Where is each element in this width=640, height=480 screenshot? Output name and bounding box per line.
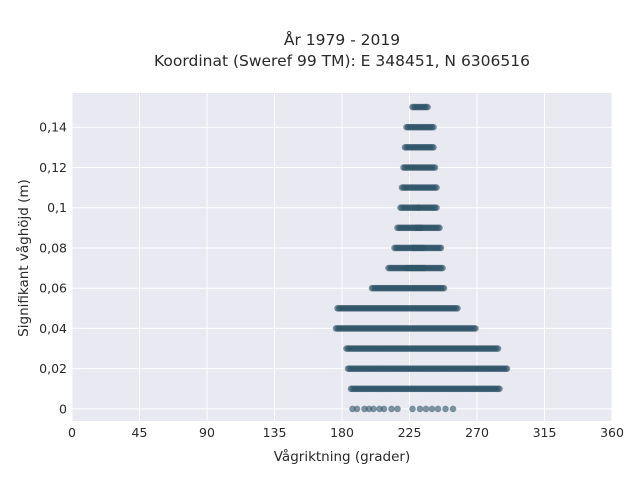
y-axis-ticks: 0 0,02 0,04 0,06 0,08 0,1 0,12 0,14 — [39, 120, 67, 417]
data-point — [440, 284, 448, 292]
x-tick-label: 270 — [465, 425, 489, 440]
data-point — [380, 405, 388, 413]
data-point — [394, 405, 401, 413]
y-tick-label: 0,02 — [39, 361, 67, 376]
data-point — [424, 103, 431, 111]
data-point — [454, 305, 461, 312]
data-point — [409, 405, 416, 413]
grid-lines — [71, 93, 613, 421]
data-point — [437, 244, 445, 252]
y-tick-label: 0,12 — [39, 160, 67, 175]
x-tick-label: 135 — [263, 425, 287, 440]
x-tick-label: 225 — [398, 425, 422, 440]
x-tick-label: 180 — [330, 425, 354, 440]
data-point — [388, 405, 395, 413]
x-tick-label: 90 — [199, 425, 215, 440]
data-point — [436, 224, 443, 232]
y-tick-label: 0,06 — [39, 281, 67, 296]
data-point — [353, 405, 361, 413]
y-tick-label: 0,08 — [39, 240, 67, 255]
data-point — [503, 365, 511, 373]
y-tick-label: 0,1 — [47, 200, 67, 215]
x-tick-label: 360 — [600, 425, 624, 440]
data-point — [416, 405, 424, 413]
data-point — [434, 405, 442, 413]
data-points — [332, 103, 511, 413]
x-axis-label: Vågriktning (grader) — [274, 448, 411, 465]
data-point — [494, 345, 502, 352]
data-point — [433, 204, 440, 211]
y-tick-label: 0,14 — [39, 120, 67, 135]
data-point — [428, 405, 436, 413]
data-point — [431, 164, 439, 171]
y-tick-label: 0,04 — [39, 321, 67, 336]
y-axis-label: Signifikant våghöjd (m) — [15, 179, 32, 337]
data-point — [449, 405, 457, 413]
data-point — [430, 144, 437, 151]
data-point — [433, 184, 440, 191]
data-point — [472, 325, 479, 332]
data-point — [439, 264, 446, 272]
x-tick-label: 0 — [68, 425, 76, 440]
data-point — [430, 123, 437, 131]
data-point — [496, 385, 503, 393]
x-axis-ticks: 0 45 90 135 180 225 270 315 360 — [68, 425, 624, 440]
x-tick-label: 45 — [132, 425, 148, 440]
y-tick-label: 0 — [59, 401, 67, 416]
data-point — [422, 405, 430, 413]
x-tick-label: 315 — [533, 425, 557, 440]
data-point — [370, 405, 377, 413]
chart-title-line-2: Koordinat (Sweref 99 TM): E 348451, N 63… — [154, 52, 530, 70]
data-point — [442, 405, 449, 413]
chart-title-line-1: År 1979 - 2019 — [284, 30, 400, 49]
